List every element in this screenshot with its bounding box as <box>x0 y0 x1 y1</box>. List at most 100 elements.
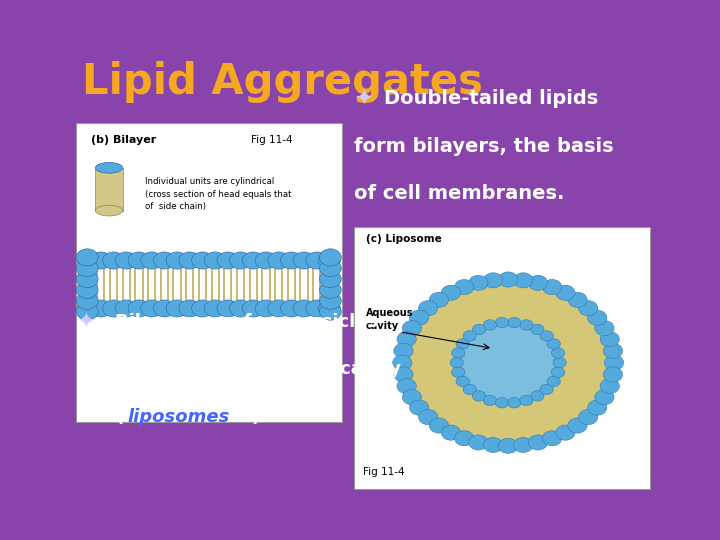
Circle shape <box>469 435 488 450</box>
Ellipse shape <box>95 163 122 173</box>
Bar <box>76 375 342 422</box>
Circle shape <box>588 400 607 415</box>
Circle shape <box>243 252 264 269</box>
Circle shape <box>320 260 341 277</box>
Circle shape <box>243 300 264 317</box>
Circle shape <box>483 320 497 330</box>
Circle shape <box>90 300 112 317</box>
Circle shape <box>410 310 429 325</box>
Circle shape <box>77 252 99 269</box>
Circle shape <box>402 321 422 336</box>
Circle shape <box>556 285 575 300</box>
Text: (b) Bilayer: (b) Bilayer <box>91 134 156 145</box>
Text: Aqueous
cavity: Aqueous cavity <box>366 308 413 331</box>
Circle shape <box>408 284 609 442</box>
Circle shape <box>103 300 125 317</box>
Text: ✦: ✦ <box>354 90 372 110</box>
Text: ✦: ✦ <box>76 313 94 333</box>
Circle shape <box>456 339 469 349</box>
Circle shape <box>547 376 560 387</box>
Circle shape <box>498 438 518 454</box>
Circle shape <box>77 300 99 317</box>
Circle shape <box>306 252 328 269</box>
Circle shape <box>418 409 438 425</box>
Circle shape <box>192 300 213 317</box>
Circle shape <box>604 355 624 370</box>
Circle shape <box>320 271 341 288</box>
Circle shape <box>166 252 188 269</box>
Circle shape <box>320 292 341 309</box>
Circle shape <box>603 367 623 382</box>
Circle shape <box>513 437 533 453</box>
Circle shape <box>255 300 276 317</box>
Circle shape <box>469 275 488 291</box>
Text: Bilayers can form vesicles: Bilayers can form vesicles <box>115 313 378 331</box>
Circle shape <box>495 318 508 328</box>
Circle shape <box>128 300 150 317</box>
Circle shape <box>76 271 98 288</box>
Text: Fig 11-4: Fig 11-4 <box>363 467 405 477</box>
Circle shape <box>483 395 497 406</box>
Circle shape <box>306 300 328 317</box>
Circle shape <box>320 303 341 320</box>
Circle shape <box>578 409 598 425</box>
Circle shape <box>318 300 341 317</box>
Circle shape <box>217 300 239 317</box>
Circle shape <box>463 330 477 341</box>
Circle shape <box>454 279 474 295</box>
Circle shape <box>520 320 533 330</box>
Circle shape <box>255 252 276 269</box>
Circle shape <box>204 252 226 269</box>
Circle shape <box>508 318 521 328</box>
Circle shape <box>460 325 557 401</box>
Circle shape <box>472 324 485 335</box>
Circle shape <box>141 252 163 269</box>
Circle shape <box>397 332 416 347</box>
Text: form bilayers, the basis: form bilayers, the basis <box>354 137 613 156</box>
Circle shape <box>556 425 575 440</box>
Circle shape <box>540 384 553 395</box>
Bar <box>76 123 342 422</box>
Circle shape <box>454 431 474 446</box>
Circle shape <box>578 301 598 316</box>
Text: Lipid Aggregates: Lipid Aggregates <box>82 61 482 103</box>
Circle shape <box>281 252 302 269</box>
Circle shape <box>397 379 416 394</box>
Circle shape <box>153 252 175 269</box>
Circle shape <box>392 355 412 370</box>
Circle shape <box>293 252 315 269</box>
Circle shape <box>230 252 251 269</box>
Circle shape <box>320 249 341 266</box>
Circle shape <box>76 303 98 320</box>
Circle shape <box>600 332 619 347</box>
Circle shape <box>115 300 137 317</box>
Circle shape <box>76 249 98 266</box>
Circle shape <box>542 279 562 295</box>
Circle shape <box>568 418 588 433</box>
Circle shape <box>268 300 289 317</box>
Circle shape <box>450 357 464 368</box>
Circle shape <box>495 397 508 408</box>
Circle shape <box>441 425 461 440</box>
Bar <box>95 168 122 211</box>
Text: Fig 11-4: Fig 11-4 <box>251 134 293 145</box>
Circle shape <box>451 348 465 358</box>
Circle shape <box>318 252 341 269</box>
Circle shape <box>588 310 607 325</box>
Circle shape <box>179 300 201 317</box>
Circle shape <box>441 285 461 300</box>
Circle shape <box>115 252 137 269</box>
Circle shape <box>429 418 449 433</box>
Circle shape <box>394 343 413 359</box>
Text: (c) Liposome: (c) Liposome <box>366 234 442 245</box>
Circle shape <box>520 395 533 406</box>
Circle shape <box>531 390 544 401</box>
Circle shape <box>76 260 98 277</box>
Circle shape <box>103 252 125 269</box>
Text: of cell membranes.: of cell membranes. <box>354 185 564 204</box>
Circle shape <box>542 431 562 446</box>
Circle shape <box>451 367 465 377</box>
Circle shape <box>528 275 548 291</box>
Text: liposomes: liposomes <box>127 408 230 426</box>
Circle shape <box>230 300 251 317</box>
